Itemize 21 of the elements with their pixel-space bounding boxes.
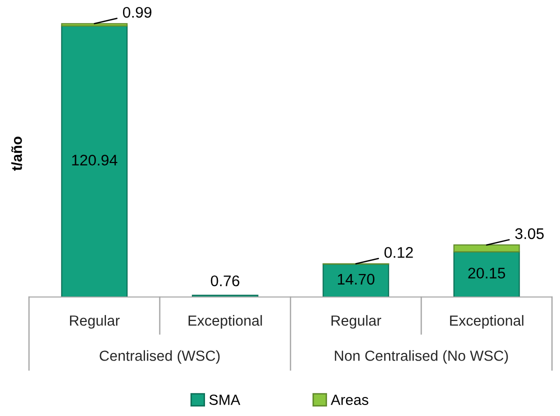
data-label: 120.94 (72, 154, 118, 166)
y-axis-title: t/año (11, 136, 22, 171)
bar (453, 244, 520, 252)
data-label: 0.99 (122, 6, 152, 18)
data-label: 3.05 (515, 228, 544, 240)
x-tick-label: Regular (70, 315, 120, 329)
bar (322, 263, 390, 297)
data-label: 20.15 (468, 268, 506, 279)
bar (453, 251, 520, 297)
x-tick-label: Regular (332, 315, 382, 329)
x-tick-label: Exceptional (188, 315, 262, 329)
bar (61, 25, 128, 297)
legend-label: Areas (330, 394, 368, 405)
bar (61, 23, 128, 26)
data-label: 0.76 (210, 275, 240, 286)
text: Non Centralised (No WSC) (334, 350, 508, 364)
legend-label: SMA (209, 394, 240, 405)
x-tick-label: Exceptional (450, 315, 524, 329)
data-label: 14.70 (338, 274, 374, 285)
text: Centralised (WSC) (100, 350, 220, 364)
data-label: 0.12 (384, 247, 413, 258)
